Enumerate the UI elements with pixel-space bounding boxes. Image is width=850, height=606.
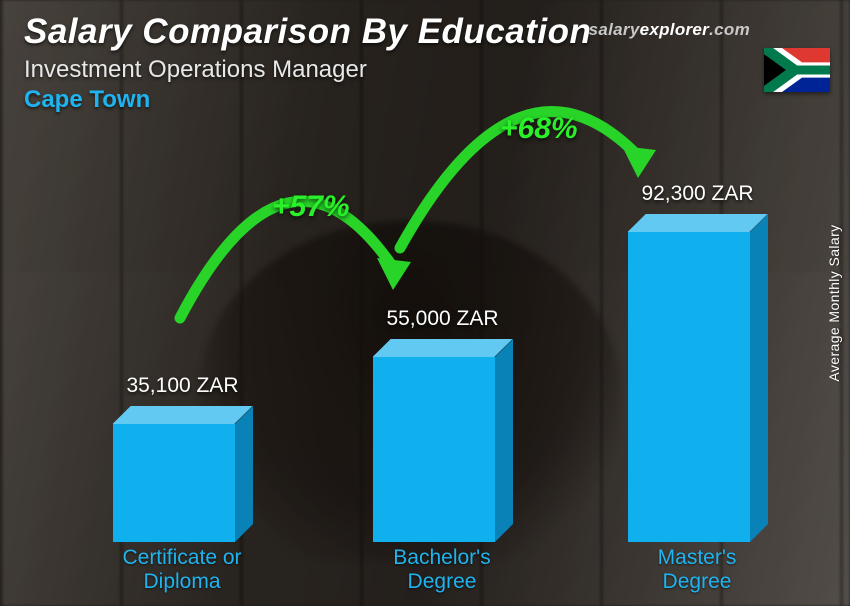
bar-side: [750, 214, 768, 542]
chart-location: Cape Town: [24, 86, 591, 114]
chart-subtitle: Investment Operations Manager: [24, 56, 591, 84]
bar-front: [628, 232, 750, 542]
y-axis-label: Average Monthly Salary: [826, 224, 842, 381]
category-labels: Certificate orDiploma Bachelor'sDegree Mas…: [60, 546, 800, 600]
bar-value-label: 55,000 ZAR: [343, 307, 543, 331]
chart-title: Salary Comparison By Education: [24, 12, 591, 52]
bar-lid: [373, 339, 513, 357]
bar-lid: [628, 214, 768, 232]
bar-front: [373, 357, 495, 542]
brand-part-3: .com: [709, 20, 750, 39]
brand-part-1: salary: [589, 20, 640, 39]
category-label: Master'sDegree: [597, 546, 797, 594]
increase-percent-label: +68%: [500, 112, 578, 146]
category-label: Certificate orDiploma: [82, 546, 282, 594]
bar-value-label: 92,300 ZAR: [598, 182, 798, 206]
brand-watermark: salaryexplorer.com: [589, 20, 750, 40]
bar-side: [235, 406, 253, 542]
increase-percent-label: +57%: [272, 190, 350, 224]
bar-group: 35,100 ZAR: [100, 424, 265, 542]
bar-value-label: 35,100 ZAR: [83, 374, 283, 398]
bar-side: [495, 339, 513, 542]
category-label: Bachelor'sDegree: [342, 546, 542, 594]
bar-chart: 35,100 ZAR 55,000 ZAR 92,300 ZAR: [60, 172, 800, 542]
bar-group: 55,000 ZAR: [360, 357, 525, 542]
title-block: Salary Comparison By Education Investmen…: [24, 12, 591, 114]
south-africa-flag-icon: [764, 48, 830, 92]
bar-group: 92,300 ZAR: [615, 232, 780, 542]
brand-part-2: explorer: [640, 20, 710, 39]
bar-lid: [113, 406, 253, 424]
bar-front: [113, 424, 235, 542]
